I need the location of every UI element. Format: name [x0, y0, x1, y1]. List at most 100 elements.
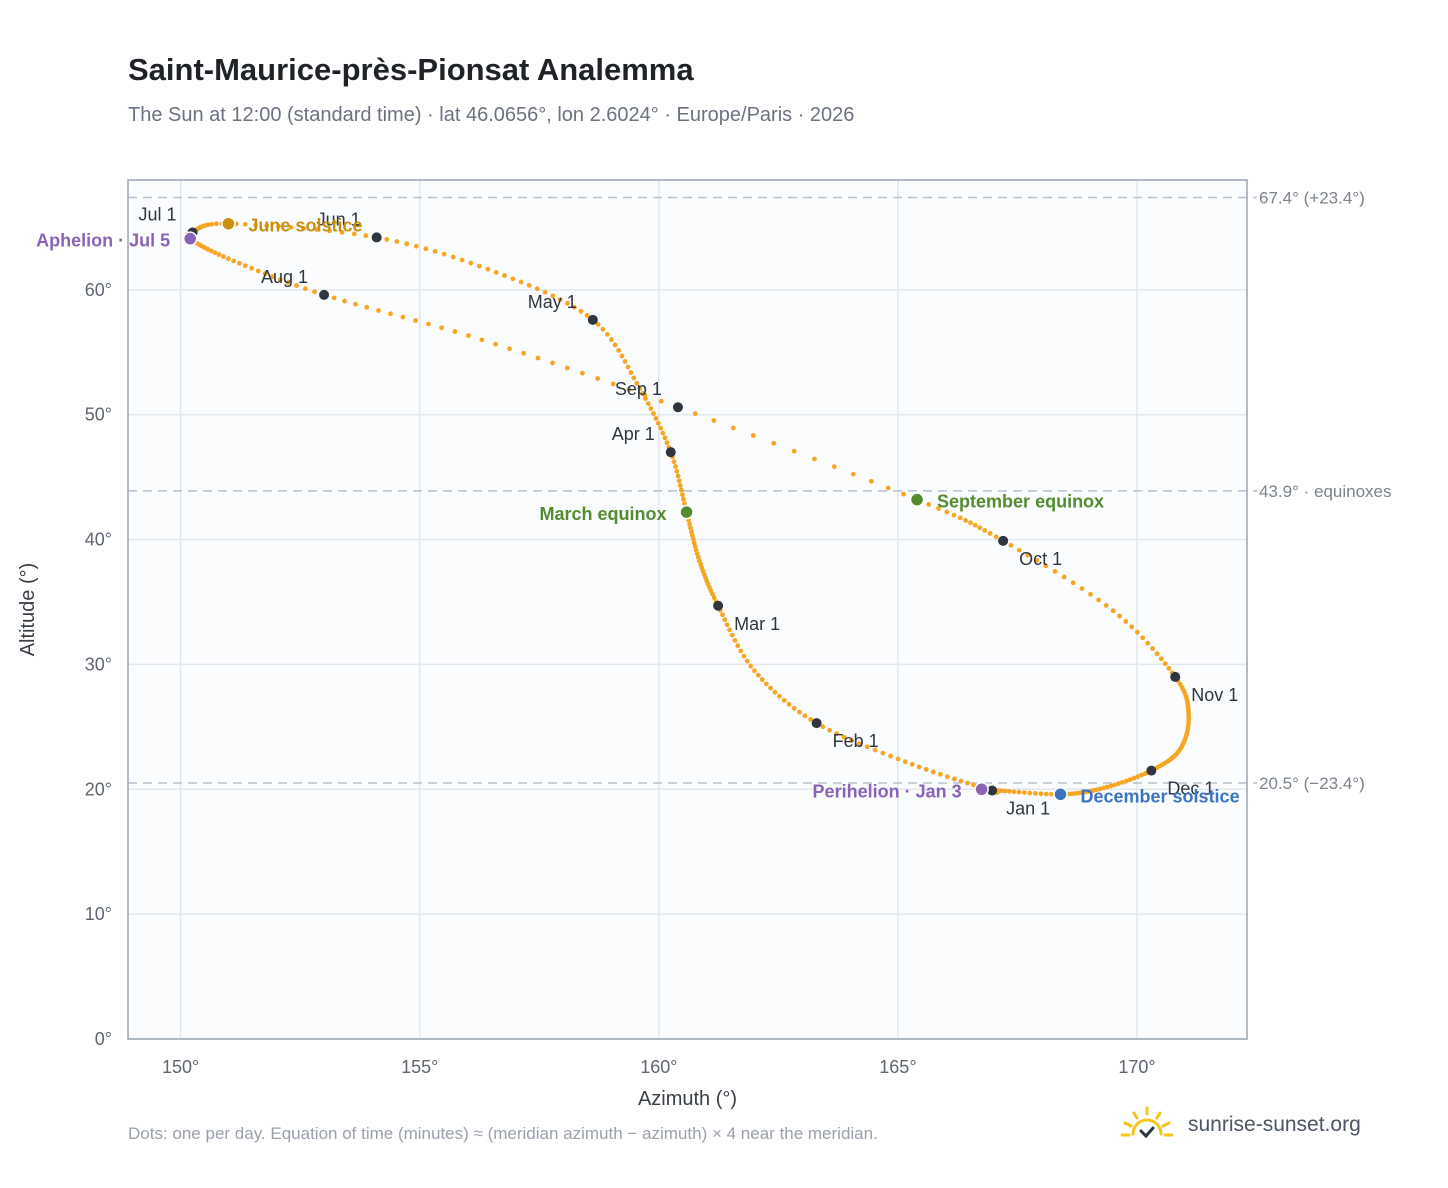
daily-dot: [249, 265, 254, 271]
daily-dot: [786, 701, 792, 707]
daily-dot: [676, 478, 682, 484]
daily-dot: [270, 274, 275, 280]
daily-dot: [226, 256, 231, 262]
month-label: Nov 1: [1191, 685, 1238, 705]
chart-title: Saint-Maurice-près-Pionsat Analemma: [128, 52, 694, 87]
y-tick-label: 50°: [85, 405, 112, 425]
daily-dot: [938, 771, 943, 777]
month-marker: [811, 718, 822, 729]
daily-dot: [236, 260, 242, 266]
brand[interactable]: sunrise-sunset.org: [1120, 1104, 1361, 1146]
daily-dot: [1129, 624, 1135, 630]
daily-dot: [364, 304, 370, 310]
daily-dot: [1079, 586, 1085, 591]
daily-dot: [729, 632, 735, 638]
daily-dot: [791, 448, 797, 454]
event-marker: [221, 216, 236, 231]
daily-dot: [688, 525, 693, 531]
daily-dot: [231, 258, 237, 264]
daily-dot: [1127, 777, 1133, 782]
daily-dot: [1108, 783, 1114, 789]
daily-dot: [394, 239, 400, 244]
daily-dot: [634, 380, 640, 386]
daily-dot: [732, 638, 738, 643]
daily-dot: [834, 731, 840, 737]
daily-dot: [965, 780, 970, 786]
month-label: Jan 1: [1006, 799, 1050, 819]
daily-dot: [648, 406, 654, 411]
daily-dot: [1154, 651, 1160, 657]
daily-dot: [400, 314, 406, 320]
daily-dot: [972, 522, 978, 528]
daily-dot: [1135, 774, 1141, 779]
daily-dot: [216, 252, 222, 257]
daily-dot: [951, 512, 957, 518]
daily-dot: [869, 478, 874, 484]
daily-dot: [888, 753, 893, 759]
daily-dot: [1011, 789, 1017, 795]
month-marker: [987, 785, 998, 796]
month-label: Mar 1: [734, 614, 780, 634]
brand-name[interactable]: sunrise-sunset.org: [1188, 1113, 1361, 1136]
daily-dot: [285, 280, 291, 285]
daily-dot: [221, 254, 226, 259]
y-tick-label: 60°: [85, 280, 112, 300]
daily-dot: [664, 440, 670, 446]
daily-dot: [660, 430, 666, 436]
daily-dot: [1069, 791, 1075, 797]
daily-dot: [926, 501, 932, 507]
daily-dot: [1002, 788, 1008, 794]
daily-dot: [331, 295, 337, 301]
daily-dot: [255, 268, 261, 274]
month-marker: [672, 402, 683, 413]
daily-dot: [968, 520, 973, 526]
daily-dot: [535, 355, 541, 361]
reference-line-label: 20.5° (−23.4°): [1259, 774, 1365, 793]
month-markers: Jan 1 Feb 1 Mar 1 Apr 1 May 1 Jun 1 Jul 1 Aug 1…: [139, 204, 1239, 818]
daily-dot: [692, 544, 698, 549]
x-tick-label: 150°: [162, 1057, 199, 1077]
month-label: May 1: [528, 292, 577, 312]
daily-dot: [625, 364, 631, 370]
daily-dot: [680, 492, 685, 498]
daily-dot: [1052, 568, 1058, 574]
daily-dot: [1006, 788, 1012, 794]
daily-dot: [452, 329, 458, 334]
daily-dot: [1043, 563, 1049, 569]
daily-dot: [441, 251, 447, 257]
daily-dot: [722, 617, 728, 623]
daily-dot: [1025, 552, 1031, 558]
y-tick-label: 0°: [95, 1029, 112, 1049]
event-markers: June solstice December solstice March equi…: [36, 216, 1239, 807]
daily-dot: [1140, 635, 1146, 641]
daily-dot: [288, 224, 294, 230]
chart-subtitle: The Sun at 12:00 (standard time) · lat 4…: [128, 104, 855, 126]
daily-dot: [1123, 619, 1129, 624]
daily-dot: [277, 277, 283, 282]
daily-dot: [781, 697, 787, 703]
daily-dot: [314, 227, 320, 232]
x-tick-label: 165°: [879, 1057, 916, 1077]
event-label: Perihelion · Jan 3: [813, 781, 962, 801]
daily-dot: [534, 286, 540, 292]
event-marker: [909, 492, 925, 507]
daily-dot: [682, 501, 687, 506]
daily-dot: [945, 774, 950, 780]
daily-dot: [678, 487, 684, 493]
y-tick-label: 40°: [85, 530, 112, 550]
daily-dot: [750, 433, 756, 438]
daily-dot: [579, 370, 585, 376]
daily-dot: [600, 326, 606, 332]
daily-dot: [423, 246, 429, 252]
daily-dot: [610, 381, 616, 387]
daily-dot: [432, 249, 438, 254]
daily-dot: [1016, 789, 1022, 795]
month-marker: [713, 600, 724, 611]
daily-dot: [565, 300, 570, 306]
daily-dot: [951, 776, 957, 782]
daily-dot: [982, 528, 988, 533]
daily-dot: [1158, 656, 1164, 662]
daily-dot: [895, 756, 901, 762]
daily-dot: [735, 643, 741, 649]
daily-dot: [413, 318, 418, 323]
